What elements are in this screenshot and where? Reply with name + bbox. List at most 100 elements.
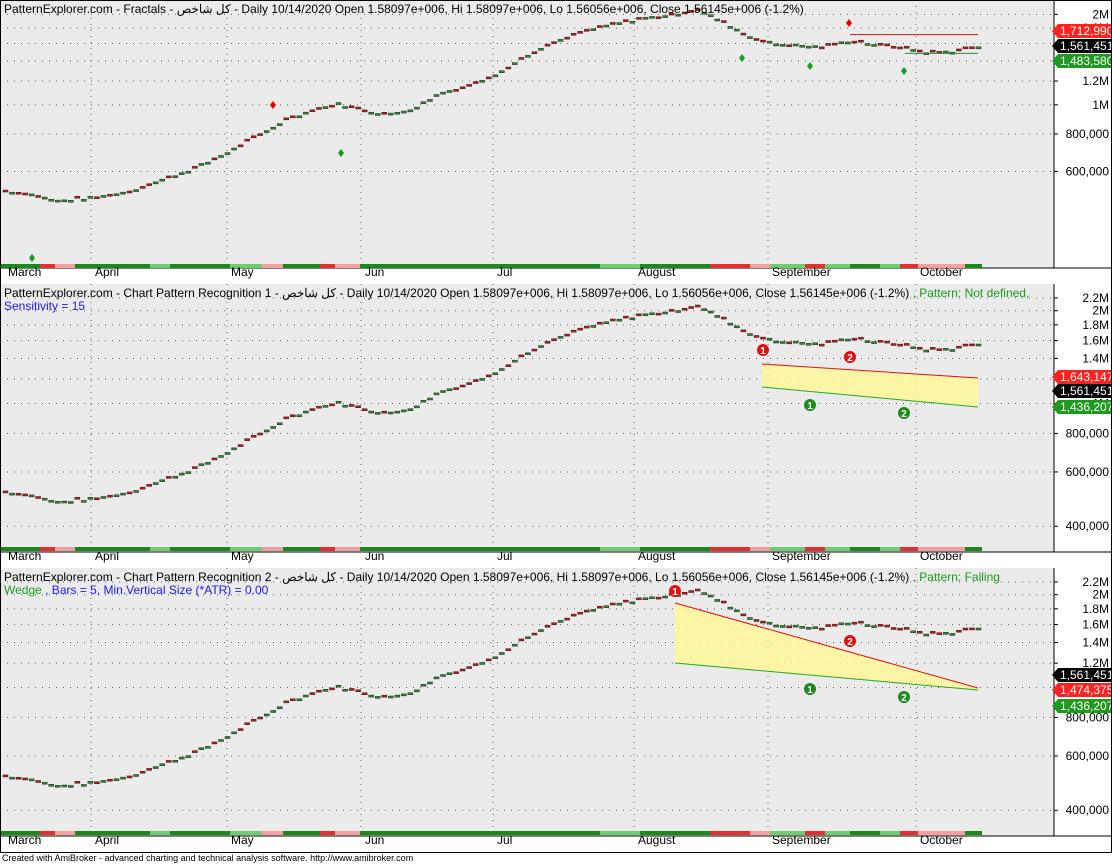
candle <box>884 340 890 344</box>
candle <box>185 755 192 758</box>
candle <box>303 694 309 698</box>
candle <box>466 666 472 669</box>
candle <box>590 325 596 328</box>
candle <box>368 410 374 414</box>
candle <box>936 632 943 635</box>
candle <box>107 193 113 197</box>
candle <box>139 486 146 490</box>
trend-band <box>825 547 850 551</box>
candle <box>858 39 864 43</box>
candle <box>721 20 727 23</box>
candle <box>15 492 22 496</box>
trend-band <box>55 264 75 268</box>
trend-band <box>0 264 40 268</box>
candle <box>681 11 688 15</box>
candle <box>9 191 15 195</box>
candle <box>479 80 485 83</box>
trend-band <box>850 831 880 835</box>
trend-band <box>850 547 880 551</box>
candle <box>472 81 479 84</box>
candle <box>185 471 192 474</box>
candle <box>877 340 884 343</box>
candle <box>192 750 198 753</box>
candle <box>427 99 433 102</box>
candle <box>655 596 662 600</box>
candle <box>420 101 427 104</box>
candle <box>166 476 172 479</box>
candle <box>610 22 616 25</box>
trend-band <box>880 264 900 268</box>
candle <box>440 390 446 393</box>
candle <box>890 46 897 49</box>
candle <box>166 760 172 763</box>
candle <box>675 13 681 17</box>
candle <box>851 621 858 625</box>
trend-band <box>710 831 750 835</box>
candle <box>120 776 126 780</box>
pattern-point-marker <box>844 351 856 363</box>
title-segment: PatternExplorer.com - Chart Pattern Reco… <box>4 570 913 584</box>
candle <box>440 674 446 677</box>
candle <box>290 698 296 702</box>
trend-band <box>918 264 965 268</box>
candle <box>740 613 747 617</box>
trend-band <box>262 264 283 268</box>
price-label-last <box>1052 384 1112 398</box>
candle <box>263 713 270 717</box>
pattern-point-label: 1 <box>672 587 678 598</box>
candle <box>48 198 54 202</box>
candle <box>766 40 773 44</box>
candle <box>708 594 714 598</box>
candle <box>87 196 94 199</box>
candle <box>81 784 87 787</box>
y-tick-label: 2M <box>1092 588 1109 602</box>
candle <box>54 785 61 788</box>
price-label-text: 1,483,580 <box>1060 54 1112 68</box>
candle <box>714 599 721 602</box>
pattern-point-marker <box>757 344 769 356</box>
trend-band <box>805 264 825 268</box>
trend-band <box>805 547 825 551</box>
trend-band <box>360 264 480 268</box>
candle <box>231 731 237 735</box>
candle <box>636 313 642 317</box>
candle <box>636 597 642 601</box>
trend-band <box>360 831 480 835</box>
candle <box>910 49 916 52</box>
candle <box>956 629 962 633</box>
candle <box>2 774 9 778</box>
title-segment: , Pattern: Not defined, <box>913 286 1030 300</box>
candle <box>505 66 512 70</box>
candle <box>975 343 982 347</box>
candle <box>179 472 185 476</box>
candle <box>126 190 133 194</box>
candle <box>623 19 629 22</box>
candle <box>531 632 538 636</box>
candle <box>962 46 969 50</box>
month-label: October <box>920 265 963 279</box>
candle <box>708 14 714 17</box>
candle <box>792 43 799 47</box>
candle <box>838 41 845 45</box>
candle <box>701 12 707 15</box>
candle <box>916 49 923 53</box>
candle <box>603 24 610 28</box>
trend-band <box>480 831 600 835</box>
candle <box>897 46 903 50</box>
candle <box>2 490 9 494</box>
candle <box>407 408 414 411</box>
candle <box>734 28 740 32</box>
trend-band <box>150 831 170 835</box>
candle <box>41 196 48 200</box>
trend-band <box>805 831 825 835</box>
candle <box>113 778 120 781</box>
trend-band <box>335 831 360 835</box>
candle <box>172 760 179 763</box>
pane-title-line2: Wedge , Bars = 5, Min.Vertical Size (*AT… <box>4 583 269 597</box>
candle <box>453 89 459 92</box>
candle <box>120 191 126 195</box>
candle <box>596 321 603 325</box>
candle <box>270 710 276 713</box>
candle <box>218 455 224 458</box>
